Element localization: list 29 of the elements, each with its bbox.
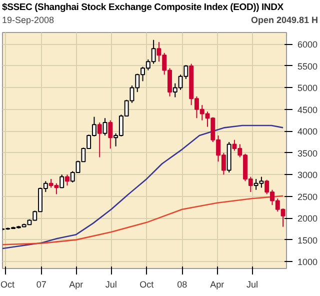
candlestick bbox=[65, 174, 70, 186]
x-tick-label: Oct bbox=[140, 280, 154, 290]
line-series bbox=[2, 195, 284, 246]
y-tick-label: 1500 bbox=[298, 235, 318, 246]
x-tick-label: 07 bbox=[36, 280, 46, 290]
x-tick-label: 08 bbox=[177, 280, 188, 290]
candlestick bbox=[97, 122, 102, 158]
chart-title: $SSEC (Shanghai Stock Exchange Composite Index (EOD)) INDX bbox=[2, 2, 284, 13]
y-tick-label: 3500 bbox=[298, 148, 318, 158]
y-tick-label: 4500 bbox=[298, 104, 318, 115]
y-tick-label: 3000 bbox=[298, 170, 318, 180]
y-tick-label: 2000 bbox=[298, 214, 318, 224]
candlestick bbox=[102, 118, 108, 136]
text: 19-Sep-2008 bbox=[2, 14, 54, 26]
x-tick-label: Oct bbox=[0, 280, 15, 290]
x-tick-label: Jul bbox=[105, 280, 117, 290]
line-series bbox=[2, 124, 284, 250]
y-tick-label: 1000 bbox=[298, 257, 318, 268]
y-tick-label: 5000 bbox=[298, 83, 318, 94]
x-tick-label: Apr bbox=[69, 280, 84, 290]
y-tick-label: 6000 bbox=[298, 40, 318, 50]
text: Open 2049.81 H bbox=[250, 15, 318, 25]
y-tick-label: 4000 bbox=[298, 126, 318, 137]
candlestick bbox=[60, 174, 64, 189]
y-tick-label: 5500 bbox=[298, 61, 318, 72]
candlestick bbox=[108, 120, 113, 150]
x-tick-label: Jul bbox=[246, 280, 258, 290]
y-tick-label: 2500 bbox=[298, 192, 318, 202]
x-tick-label: Apr bbox=[210, 280, 224, 290]
